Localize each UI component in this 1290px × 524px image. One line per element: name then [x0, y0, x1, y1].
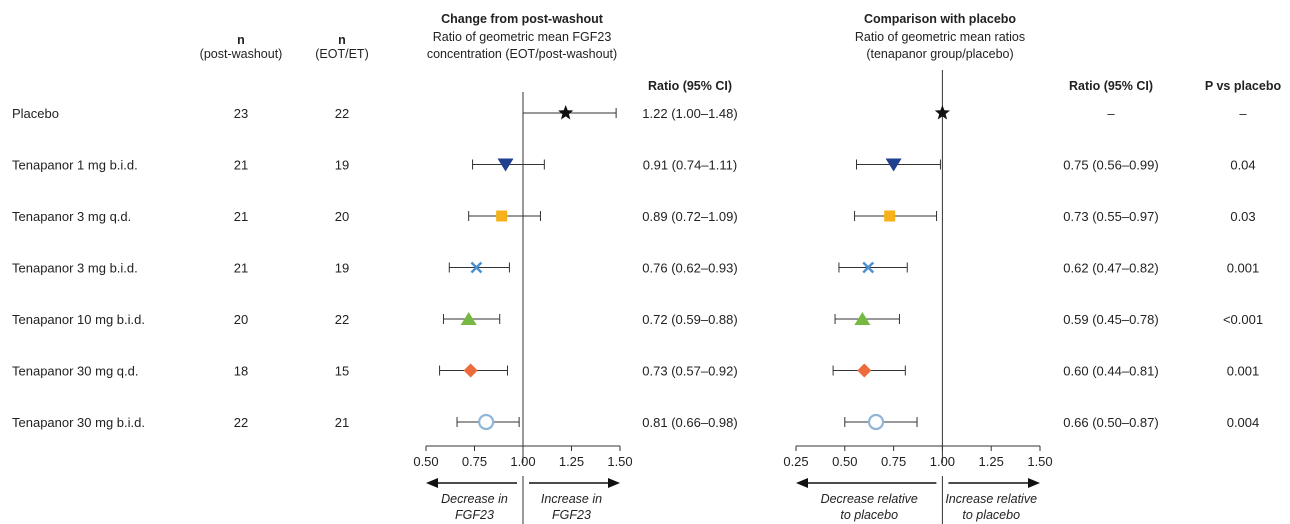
right-panel-title: Comparison with placebo: [864, 12, 1016, 26]
decrease-arrow-head: [426, 478, 438, 488]
n-eot-tenapanor-3-mg-q-d: 20: [335, 209, 349, 224]
left-ratio-tenapanor-30-mg-b-i-d: 0.81 (0.66–0.98): [642, 415, 737, 430]
n-post-placebo: 23: [234, 106, 248, 121]
n-post-tenapanor-30-mg-b-i-d: 22: [234, 415, 248, 430]
left-forest-panel: 0.50 0.75 1.00 1.25 1.50 Decrease in FGF23 Incr…: [413, 92, 633, 524]
point-marker-tenapanor-3-mg-b-i-d: [470, 261, 483, 274]
n-eot-tenapanor-30-mg-q-d: 15: [335, 364, 349, 379]
right-ratio-tenapanor-10-mg-b-i-d: 0.59 (0.45–0.78): [1063, 312, 1158, 327]
left-ratio-tenapanor-3-mg-q-d: 0.89 (0.72–1.09): [642, 209, 737, 224]
n-eot-placebo: 22: [335, 106, 349, 121]
left-ratio-header: Ratio (95% CI): [648, 79, 732, 93]
left-ratio-tenapanor-3-mg-b-i-d: 0.76 (0.62–0.93): [642, 261, 737, 276]
x-tick-label-1: 0.75: [462, 454, 487, 469]
x-tick-label-5: 1.50: [1027, 454, 1052, 469]
p-value-tenapanor-10-mg-b-i-d: <0.001: [1223, 312, 1263, 327]
p-value-tenapanor-30-mg-q-d: 0.001: [1227, 364, 1260, 379]
right-ratio-tenapanor-1-mg-b-i-d: 0.75 (0.56–0.99): [1063, 158, 1158, 173]
decrease-label-line-0: Decrease in: [441, 492, 508, 506]
group-label-tenapanor-10-mg-b-i-d: Tenapanor 10 mg b.i.d.: [12, 312, 145, 327]
n-post-tenapanor-3-mg-b-i-d: 21: [234, 261, 248, 276]
point-marker-placebo: [558, 105, 574, 120]
point-marker-placebo: [934, 105, 950, 120]
left-ratio-placebo: 1.22 (1.00–1.48): [642, 106, 737, 121]
decrease-label-line-1: FGF23: [455, 508, 494, 522]
increase-label-line-1: to placebo: [962, 508, 1020, 522]
n-post-tenapanor-3-mg-q-d: 21: [234, 209, 248, 224]
group-label-tenapanor-3-mg-q-d: Tenapanor 3 mg q.d.: [12, 209, 131, 224]
point-marker-tenapanor-10-mg-b-i-d: [854, 312, 871, 325]
right-ratio-tenapanor-30-mg-b-i-d: 0.66 (0.50–0.87): [1063, 415, 1158, 430]
x-tick-label-1: 0.50: [832, 454, 857, 469]
decrease-arrow-head: [796, 478, 808, 488]
x-tick-label-2: 0.75: [881, 454, 906, 469]
point-marker-tenapanor-30-mg-b-i-d: [478, 413, 495, 431]
p-value-tenapanor-30-mg-b-i-d: 0.004: [1227, 415, 1260, 430]
n-post-header-sub: (post-washout): [200, 47, 283, 61]
n-eot-tenapanor-30-mg-b-i-d: 21: [335, 415, 349, 430]
group-label-tenapanor-1-mg-b-i-d: Tenapanor 1 mg b.i.d.: [12, 158, 138, 173]
n-eot-tenapanor-10-mg-b-i-d: 22: [335, 312, 349, 327]
x-tick-label-0: 0.25: [783, 454, 808, 469]
point-marker-tenapanor-10-mg-b-i-d: [460, 312, 477, 325]
n-eot-tenapanor-3-mg-b-i-d: 19: [335, 261, 349, 276]
p-value-tenapanor-3-mg-b-i-d: 0.001: [1227, 261, 1260, 276]
point-marker-tenapanor-3-mg-q-d: [884, 210, 896, 222]
point-marker-tenapanor-30-mg-q-d: [857, 363, 872, 378]
n-eot-header-title: n: [338, 33, 346, 47]
left-panel-title: Change from post-washout: [441, 12, 604, 26]
x-tick-label-3: 1.25: [559, 454, 584, 469]
table-rows: Placebo 23 22 1.22 (1.00–1.48) Tenapanor 1 m…: [12, 106, 1263, 430]
group-label-tenapanor-3-mg-b-i-d: Tenapanor 3 mg b.i.d.: [12, 261, 138, 276]
point-marker-tenapanor-30-mg-b-i-d: [867, 413, 885, 431]
right-forest-panel: 0.25 0.50 0.75 1.00 1.25 1.50 Decrease relativ…: [783, 70, 1053, 524]
point-marker-tenapanor-30-mg-q-d: [463, 363, 478, 378]
n-post-tenapanor-10-mg-b-i-d: 20: [234, 312, 248, 327]
increase-label-line-1: FGF23: [552, 508, 591, 522]
decrease-label-line-0: Decrease relative: [821, 492, 918, 506]
left-ratio-tenapanor-10-mg-b-i-d: 0.72 (0.59–0.88): [642, 312, 737, 327]
p-value-tenapanor-1-mg-b-i-d: 0.04: [1230, 158, 1255, 173]
right-ratio-placebo: –: [1107, 106, 1115, 121]
point-marker-tenapanor-3-mg-q-d: [496, 210, 508, 222]
decrease-label-line-1: to placebo: [840, 508, 898, 522]
n-post-tenapanor-1-mg-b-i-d: 21: [234, 158, 248, 173]
group-label-tenapanor-30-mg-q-d: Tenapanor 30 mg q.d.: [12, 364, 138, 379]
right-ratio-tenapanor-3-mg-b-i-d: 0.62 (0.47–0.82): [1063, 261, 1158, 276]
x-tick-label-4: 1.50: [607, 454, 632, 469]
right-ratio-tenapanor-3-mg-q-d: 0.73 (0.55–0.97): [1063, 209, 1158, 224]
increase-arrow-head: [608, 478, 620, 488]
p-value-header: P vs placebo: [1205, 79, 1282, 93]
n-eot-tenapanor-1-mg-b-i-d: 19: [335, 158, 349, 173]
right-panel-subtitle-2: (tenapanor group/placebo): [866, 47, 1013, 61]
left-ratio-tenapanor-1-mg-b-i-d: 0.91 (0.74–1.11): [643, 158, 737, 173]
x-tick-label-4: 1.25: [979, 454, 1004, 469]
point-marker-tenapanor-1-mg-b-i-d: [885, 158, 902, 172]
group-label-tenapanor-30-mg-b-i-d: Tenapanor 30 mg b.i.d.: [12, 415, 145, 430]
increase-label-line-0: Increase in: [541, 492, 602, 506]
p-value-placebo: –: [1239, 106, 1247, 121]
right-panel-subtitle-1: Ratio of geometric mean ratios: [855, 30, 1025, 44]
x-tick-label-3: 1.00: [930, 454, 955, 469]
point-marker-tenapanor-1-mg-b-i-d: [497, 158, 514, 172]
increase-label-line-0: Increase relative: [945, 492, 1037, 506]
n-post-header-title: n: [237, 33, 245, 47]
left-panel-subtitle-1: Ratio of geometric mean FGF23: [433, 30, 612, 44]
group-label-placebo: Placebo: [12, 106, 59, 121]
x-tick-label-0: 0.50: [413, 454, 438, 469]
right-ratio-tenapanor-30-mg-q-d: 0.60 (0.44–0.81): [1063, 364, 1158, 379]
increase-arrow-head: [1028, 478, 1040, 488]
left-ratio-tenapanor-30-mg-q-d: 0.73 (0.57–0.92): [642, 364, 737, 379]
left-panel-subtitle-2: concentration (EOT/post-washout): [427, 47, 617, 61]
n-eot-header-sub: (EOT/ET): [315, 47, 368, 61]
point-marker-tenapanor-3-mg-b-i-d: [862, 261, 875, 274]
p-value-tenapanor-3-mg-q-d: 0.03: [1230, 209, 1255, 224]
x-tick-label-2: 1.00: [510, 454, 535, 469]
right-ratio-header: Ratio (95% CI): [1069, 79, 1153, 93]
n-post-tenapanor-30-mg-q-d: 18: [234, 364, 248, 379]
